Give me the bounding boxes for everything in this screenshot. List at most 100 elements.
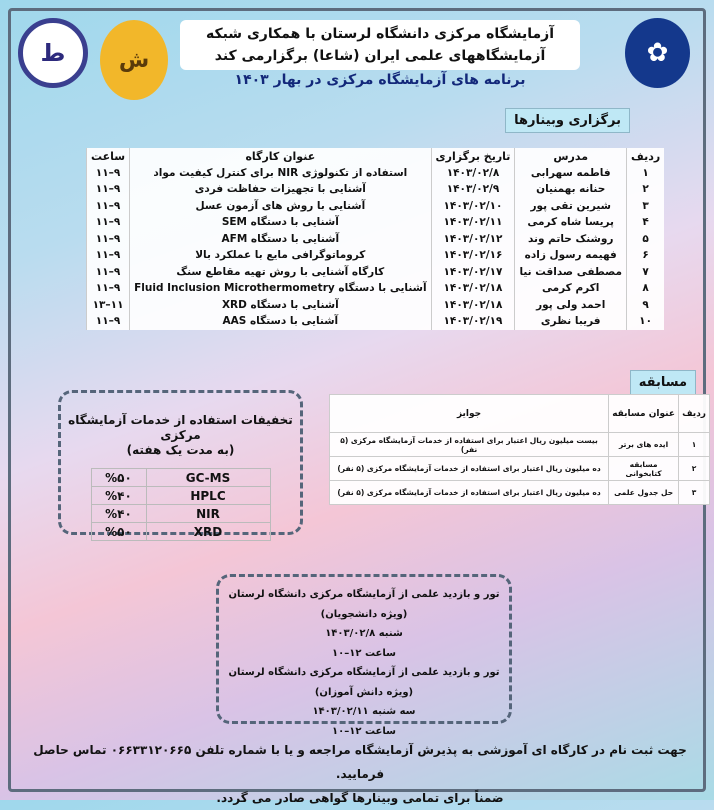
tour-line: ساعت ۱۲–۱۰: [332, 647, 396, 659]
date: ۱۴۰۳/۰۲/۱۸: [430, 296, 515, 313]
title-line-1: آزمایشگاه مرکزی دانشگاه لرستان با همکاری…: [205, 26, 555, 42]
time: ۹–۱۱: [85, 164, 130, 181]
prize: ده میلیون ریال اعتبار برای استفاده از خد…: [328, 456, 610, 481]
workshop-title: آشنایی با دستگاه AFM: [129, 230, 432, 247]
instructor: فریبا نظری: [514, 313, 627, 330]
table-row: %۵۰ XRD: [90, 522, 271, 541]
row-number: ۶: [625, 247, 665, 264]
competition-title: حل جدول علمی: [608, 480, 680, 505]
competition-table: ردیف عنوان مسابقه جوایز ۱ ایده های برتر بی…: [328, 394, 710, 505]
webinars-table: ردیف مدرس تاریخ برگزاری عنوان کارگاه ساع…: [85, 148, 665, 330]
date: ۱۴۰۳/۰۲/۱۸: [430, 280, 515, 297]
discount-percent: %۴۰: [90, 486, 147, 505]
instructor: شیرین تقی پور: [514, 197, 627, 214]
col-header: ساعت: [85, 148, 130, 165]
date: ۱۴۰۳/۰۲/۱۷: [430, 263, 515, 280]
time: ۹–۱۱: [85, 280, 130, 297]
footer: جهت ثبت نام در کارگاه ای آموزشی به پذیرش…: [20, 738, 700, 810]
table-row: ۸ اکرم کرمی ۱۴۰۳/۰۲/۱۸ آشنایی با دستگاه Flu…: [85, 280, 665, 297]
tour-line: ساعت ۱۲–۱۰: [332, 725, 396, 737]
row-number: ۹: [625, 296, 665, 313]
table-row: %۵۰ GC-MS: [90, 468, 271, 487]
col-header: تاریخ برگزاری: [430, 148, 515, 165]
row-number: ۲: [678, 456, 710, 481]
col-header: عنوان کارگاه: [129, 148, 432, 165]
col-header: عنوان مسابقه: [608, 394, 680, 433]
date: ۱۴۰۳/۰۲/۱۹: [430, 313, 515, 330]
row-number: ۱۰: [625, 313, 665, 330]
instructor: فهیمه رسول زاده: [514, 247, 627, 264]
col-header: ردیف: [625, 148, 665, 165]
row-number: ۵: [625, 230, 665, 247]
discounts-table: %۵۰ GC-MS %۴۰ HPLC %۴۰ NIR %۵۰ XRD: [90, 468, 271, 541]
workshop-title: استفاده از تکنولوژی NIR برای کنترل کیفیت…: [129, 164, 432, 181]
time: ۱۱–۱۳: [85, 296, 130, 313]
instructor: حنانه بهمنیان: [514, 181, 627, 198]
time: ۹–۱۱: [85, 230, 130, 247]
row-number: ۳: [678, 480, 710, 505]
table-row: ۱ فاطمه سهرابی ۱۴۰۳/۰۲/۸ استفاده از تکنولوژ…: [85, 164, 665, 181]
row-number: ۳: [625, 197, 665, 214]
footer-registration: جهت ثبت نام در کارگاه ای آموزشی به پذیرش…: [33, 743, 687, 781]
instrument-name: GC-MS: [145, 468, 271, 487]
tour-line: تور و بازدید علمی از آزمایشگاه مرکزی دان…: [228, 589, 500, 620]
instructor: احمد ولی پور: [514, 296, 627, 313]
row-number: ۴: [625, 214, 665, 231]
discount-percent: %۵۰: [90, 522, 147, 541]
table-row: %۴۰ NIR: [90, 504, 271, 523]
title-line-2: آزمایشگاههای علمی ایران (شاعا) برگزارمی …: [214, 48, 546, 64]
row-number: ۸: [625, 280, 665, 297]
workshop-title: آشنایی با دستگاه XRD: [129, 296, 432, 313]
workshop-title: آشنایی با دستگاه AAS: [129, 313, 432, 330]
prize: ده میلیون ریال اعتبار برای استفاده از خد…: [328, 480, 610, 505]
webinars-tab: برگزاری وبینارها: [505, 108, 630, 133]
time: ۹–۱۱: [85, 181, 130, 198]
col-header: ردیف: [678, 394, 710, 433]
competition-title: ایده های برتر: [608, 432, 680, 457]
time: ۹–۱۱: [85, 247, 130, 264]
instructor: پریسا شاه کرمی: [514, 214, 627, 231]
workshop-title: کروماتوگرافی مایع با عملکرد بالا: [129, 247, 432, 264]
time: ۹–۱۱: [85, 197, 130, 214]
lorestan-university-logo: ✿: [625, 18, 690, 88]
time: ۹–۱۱: [85, 214, 130, 231]
table-row: ۶ فهیمه رسول زاده ۱۴۰۳/۰۲/۱۶ کروماتوگرافی م…: [85, 247, 665, 264]
discounts-subtitle: (به مدت یک هفته): [126, 443, 235, 457]
instrument-name: XRD: [145, 522, 271, 541]
competition-title: مسابقه کتابخوانی: [608, 456, 680, 481]
date: ۱۴۰۳/۰۲/۱۶: [430, 247, 515, 264]
page-title: آزمایشگاه مرکزی دانشگاه لرستان با همکاری…: [180, 20, 580, 70]
date: ۱۴۰۳/۰۲/۱۰: [430, 197, 515, 214]
tour-line: تور و بازدید علمی از آزمایشگاه مرکزی دان…: [228, 667, 500, 698]
discount-percent: %۵۰: [90, 468, 147, 487]
col-header: مدرس: [514, 148, 627, 165]
prize: بیست میلیون ریال اعتبار برای استفاده از …: [328, 432, 610, 457]
table-row: ۲ حنانه بهمنیان ۱۴۰۳/۰۲/۹ آشنایی با تجهیزات…: [85, 181, 665, 198]
discounts-box: تخفیفات استفاده از خدمات آزمایشگاه مرکزی…: [58, 390, 303, 541]
instructor: فاطمه سهرابی: [514, 164, 627, 181]
discount-percent: %۴۰: [90, 504, 147, 523]
table-row: ۳ شیرین تقی پور ۱۴۰۳/۰۲/۱۰ آشنایی با روش ها…: [85, 197, 665, 214]
instructor: اکرم کرمی: [514, 280, 627, 297]
table-header-row: ردیف مدرس تاریخ برگزاری عنوان کارگاه ساع…: [85, 148, 665, 165]
row-number: ۱: [625, 164, 665, 181]
workshop-title: کارگاه آشنایی با روش تهیه مقاطع سنگ: [129, 263, 432, 280]
table-row: ۱ ایده های برتر بیست میلیون ریال اعتبار بر…: [328, 432, 710, 457]
discounts-title: تخفیفات استفاده از خدمات آزمایشگاه مرکزی: [68, 413, 293, 442]
workshop-title: آشنایی با دستگاه SEM: [129, 214, 432, 231]
row-number: ۷: [625, 263, 665, 280]
workshop-title: آشنایی با روش های آزمون عسل: [129, 197, 432, 214]
row-number: ۱: [678, 432, 710, 457]
table-row: %۴۰ HPLC: [90, 486, 271, 505]
workshop-title: آشنایی با دستگاه Fluid Inclusion Microth…: [129, 280, 432, 297]
table-row: ۱۰ فریبا نظری ۱۴۰۳/۰۲/۱۹ آشنایی با دستگاه A…: [85, 313, 665, 330]
tour-line: سه شنبه ۱۴۰۳/۰۲/۱۱: [312, 706, 416, 717]
shaa-logo: ﺵ: [100, 20, 168, 100]
tour-box: تور و بازدید علمی از آزمایشگاه مرکزی دان…: [216, 574, 512, 737]
footer-certificate: ضمناً برای تمامی وبینارها گواهی صادر می …: [216, 791, 504, 805]
date: ۱۴۰۳/۰۲/۸: [430, 164, 515, 181]
col-header: جوایز: [328, 394, 610, 433]
workshop-title: آشنایی با تجهیزات حفاظت فردی: [129, 181, 432, 198]
central-lab-logo: ﻁ: [18, 18, 88, 88]
table-row: ۹ احمد ولی پور ۱۴۰۳/۰۲/۱۸ آشنایی با دستگاه …: [85, 296, 665, 313]
